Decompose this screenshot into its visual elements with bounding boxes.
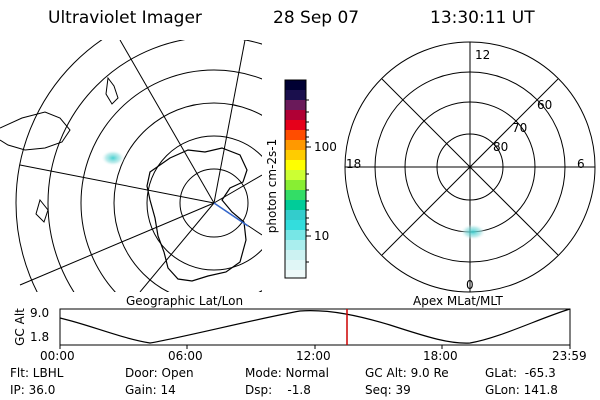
timeline-xtick: 00:00 xyxy=(40,349,75,363)
geo-lat-circle xyxy=(15,40,103,292)
geo-lat-circle xyxy=(146,135,262,271)
timeline-xtick: 23:59 xyxy=(552,349,587,363)
date-label: 28 Sep 07 xyxy=(273,8,360,28)
colorbar-band xyxy=(285,80,306,90)
colorbar-band xyxy=(285,250,306,260)
colorbar-band xyxy=(285,140,306,150)
aurora-oval-patch xyxy=(460,224,486,240)
geo-meridian xyxy=(19,164,215,204)
colorbar-band xyxy=(285,270,306,278)
antarctica-coastline xyxy=(146,147,248,282)
info-dsp: Dsp: -1.8 xyxy=(245,383,311,397)
geo-meridian xyxy=(213,40,246,204)
colorbar-band xyxy=(285,130,306,140)
timeline-xtick: 06:00 xyxy=(168,349,203,363)
info-glat: GLat: -65.3 xyxy=(485,366,556,380)
instrument-title: Ultraviolet Imager xyxy=(48,8,202,28)
mlt-label-dawn: 6 xyxy=(577,157,585,171)
info-door: Door: Open xyxy=(125,366,194,380)
timeline-plot xyxy=(59,308,571,349)
colorbar-band xyxy=(285,240,306,250)
new-zealand-coastline xyxy=(105,76,119,105)
geo-meridian xyxy=(19,202,215,286)
timeline-ytick-high: 9.0 xyxy=(30,306,50,320)
subsatellite-marker xyxy=(213,202,249,227)
timeline-ytick-low: 1.8 xyxy=(30,330,50,344)
mlt-label-noon: 12 xyxy=(475,48,491,62)
colorbar-ticks xyxy=(306,99,311,263)
colorbar-band xyxy=(285,160,306,170)
time-label: 13:30:11 UT xyxy=(430,8,535,28)
gc-altitude-curve xyxy=(59,308,571,344)
info-glon: GLon: 141.8 xyxy=(485,383,558,397)
mlat-label-80: 80 xyxy=(493,140,509,154)
colorbar-band xyxy=(285,210,306,220)
colorbar xyxy=(284,79,311,279)
geo-lat-circle xyxy=(47,40,262,292)
island-coastline xyxy=(35,198,49,223)
colorbar-unit-label: photon cm-2s-1 xyxy=(265,138,279,234)
geo-lat-circle xyxy=(80,69,262,292)
polar-panel-label: Apex MLat/MLT xyxy=(413,294,503,308)
geo-meridian xyxy=(119,40,215,204)
colorbar-band xyxy=(285,150,306,160)
mlt-line-diag xyxy=(381,78,559,256)
mlat-label-70: 70 xyxy=(512,121,528,135)
colorbar-frame xyxy=(284,79,307,279)
australia-coastline xyxy=(0,111,71,151)
geo-meridian xyxy=(213,174,262,204)
geographic-map xyxy=(0,40,262,292)
colorbar-tick-100: 100 xyxy=(314,140,337,154)
mlat-label-60: 60 xyxy=(537,98,553,112)
aurora-patch xyxy=(101,150,125,166)
colorbar-band xyxy=(285,100,306,110)
geo-lat-circle xyxy=(113,102,262,292)
info-seq: Seq: 39 xyxy=(365,383,411,397)
colorbar-band xyxy=(285,170,306,180)
info-gc-alt: GC Alt: 9.0 Re xyxy=(365,366,449,380)
colorbar-band xyxy=(285,230,306,240)
colorbar-band xyxy=(285,90,306,100)
timeline-ticks xyxy=(59,345,571,349)
geo-lat-circle xyxy=(179,168,249,238)
colorbar-band xyxy=(285,220,306,230)
geo-panel-label: Geographic Lat/Lon xyxy=(126,294,244,308)
colorbar-band xyxy=(285,260,306,270)
info-flt: Flt: LBHL xyxy=(10,366,64,380)
colorbar-tick-10: 10 xyxy=(314,229,330,243)
timeline-xtick: 12:00 xyxy=(296,349,331,363)
mlt-label-midnight: 0 xyxy=(466,278,474,292)
colorbar-band xyxy=(285,110,306,120)
info-ip: IP: 36.0 xyxy=(10,383,56,397)
mlt-label-dusk: 18 xyxy=(346,157,362,171)
geo-meridian xyxy=(139,202,215,292)
colorbar-band xyxy=(285,190,306,200)
info-mode: Mode: Normal xyxy=(245,366,329,380)
info-gain: Gain: 14 xyxy=(125,383,176,397)
colorbar-band xyxy=(285,200,306,210)
timeline-xtick: 18:00 xyxy=(423,349,458,363)
polar-plot xyxy=(344,41,596,293)
colorbar-band xyxy=(285,180,306,190)
colorbar-band xyxy=(285,120,306,130)
timeline-axis-title: GC Alt xyxy=(13,308,27,346)
